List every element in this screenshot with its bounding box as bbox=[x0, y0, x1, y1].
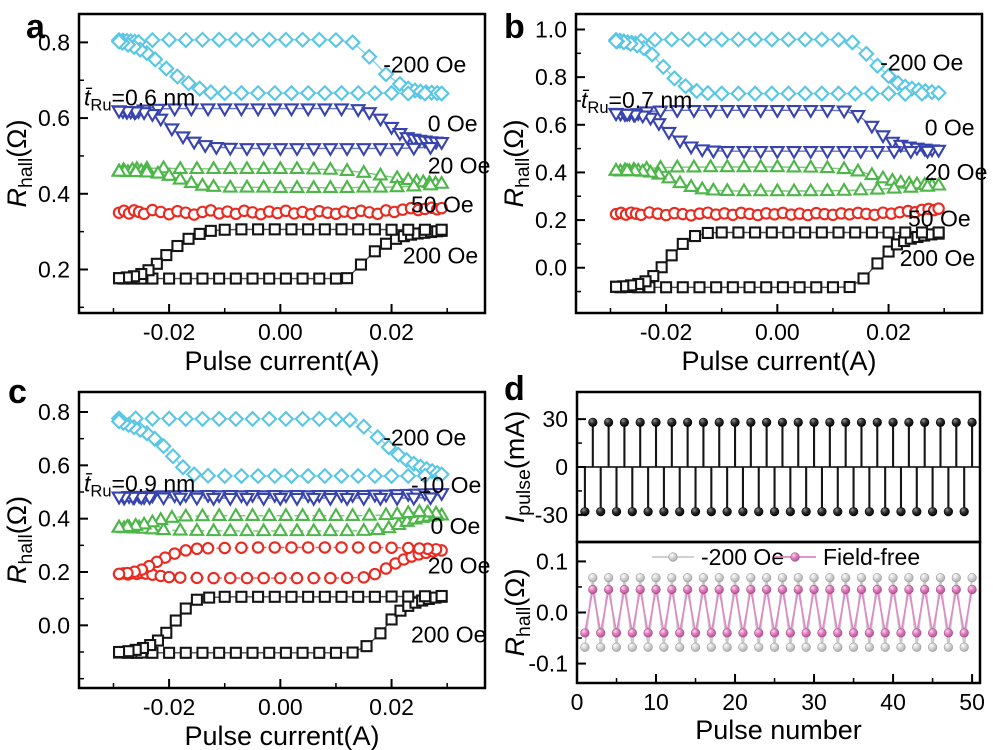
series-label: 0 Oe bbox=[925, 115, 975, 141]
panel-d-top: -30 0 30 Ipulse(mA) bbox=[500, 390, 982, 544]
legend: -200 Oe Field-free bbox=[652, 544, 920, 570]
svg-text:0: 0 bbox=[555, 454, 568, 480]
series-label: 0 Oe bbox=[430, 513, 480, 539]
series--10-oe bbox=[110, 488, 450, 507]
series--200-oe bbox=[607, 31, 947, 103]
svg-text:0.0: 0.0 bbox=[535, 255, 567, 281]
svg-text:30: 30 bbox=[542, 406, 568, 432]
svg-text:t̄Ru=0.7 nm: t̄Ru=0.7 nm bbox=[581, 87, 692, 117]
series--200-oe bbox=[110, 31, 450, 102]
panel-c-label: c bbox=[8, 373, 27, 411]
series-label: 50 Oe bbox=[908, 205, 971, 231]
svg-text:Rhall(Ω): Rhall(Ω) bbox=[2, 496, 37, 584]
svg-text:Rhall(Ω): Rhall(Ω) bbox=[2, 120, 37, 208]
series-field-free bbox=[580, 584, 977, 638]
svg-text:-0.02: -0.02 bbox=[143, 319, 195, 345]
svg-text:0.1: 0.1 bbox=[536, 548, 568, 574]
series-label: -200 Oe bbox=[880, 49, 963, 75]
series-20-oe bbox=[112, 541, 448, 585]
x-axis-label: Pulse number bbox=[695, 715, 862, 745]
svg-text:0.4: 0.4 bbox=[38, 181, 70, 207]
panel-d-label: d bbox=[504, 370, 525, 408]
legend-label: Field-free bbox=[823, 544, 920, 570]
series-label: 0 Oe bbox=[428, 110, 478, 136]
svg-text:Rhall(Ω): Rhall(Ω) bbox=[499, 120, 534, 208]
svg-text:-0.02: -0.02 bbox=[143, 694, 195, 720]
series-50-oe bbox=[609, 202, 945, 222]
series-label: 50 Oe bbox=[411, 191, 474, 217]
panel-a: -200 Oe 0 Oe 20 Oe 50 Oe 200 Oe -0.02 0.00 0.02… bbox=[2, 12, 491, 376]
svg-text:0.4: 0.4 bbox=[38, 506, 70, 532]
svg-text:0.00: 0.00 bbox=[258, 319, 303, 345]
series-label: 20 Oe bbox=[428, 552, 491, 578]
series--200-oe bbox=[110, 410, 450, 485]
series-20-oe bbox=[110, 159, 450, 193]
series-label: 200 Oe bbox=[403, 242, 478, 268]
panel-b-label: b bbox=[504, 8, 525, 46]
panel-d-bottom: 0 10 20 30 40 50 -0.1 0.0 0.1 Pulse number Rhall(Ω… bbox=[500, 540, 985, 745]
x-axis-label: Pulse current(A) bbox=[184, 346, 379, 376]
svg-text:-0.02: -0.02 bbox=[640, 319, 692, 345]
series-label: 20 Oe bbox=[925, 159, 988, 185]
svg-text:Rhall(Ω): Rhall(Ω) bbox=[500, 569, 535, 657]
series-200-oe bbox=[112, 589, 448, 659]
panel-a-label: a bbox=[26, 8, 46, 46]
series-0-oe bbox=[607, 105, 947, 160]
svg-text:20: 20 bbox=[722, 689, 748, 715]
svg-text:0.4: 0.4 bbox=[535, 159, 567, 185]
series-0-oe bbox=[110, 103, 450, 157]
series-label: 200 Oe bbox=[900, 245, 975, 271]
svg-text:0.02: 0.02 bbox=[369, 694, 414, 720]
svg-text:0.8: 0.8 bbox=[535, 64, 567, 90]
svg-text:0.6: 0.6 bbox=[535, 112, 567, 138]
svg-text:0.02: 0.02 bbox=[369, 319, 414, 345]
svg-text:0.0: 0.0 bbox=[38, 612, 70, 638]
panel-c: -200 Oe -10 Oe 0 Oe 20 Oe 200 Oe -0.02 0.00 0.0… bbox=[2, 390, 491, 750]
svg-text:0.2: 0.2 bbox=[38, 256, 70, 282]
legend-label: -200 Oe bbox=[701, 544, 784, 570]
series-20-oe bbox=[607, 158, 947, 197]
svg-text:0.6: 0.6 bbox=[38, 452, 70, 478]
x-axis-label: Pulse current(A) bbox=[184, 721, 379, 750]
svg-text:10: 10 bbox=[643, 689, 669, 715]
x-axis-label: Pulse current(A) bbox=[681, 346, 876, 376]
series-label: 200 Oe bbox=[411, 622, 486, 648]
svg-text:0.00: 0.00 bbox=[755, 319, 800, 345]
svg-text:-0.1: -0.1 bbox=[528, 651, 568, 677]
svg-text:30: 30 bbox=[801, 689, 827, 715]
svg-text:t̄Ru=0.9 nm: t̄Ru=0.9 nm bbox=[84, 470, 195, 500]
series-label: -200 Oe bbox=[383, 51, 466, 77]
svg-text:0.2: 0.2 bbox=[535, 207, 567, 233]
series-label: 20 Oe bbox=[428, 152, 491, 178]
panel-b: -200 Oe 0 Oe 20 Oe 50 Oe 200 Oe -0.02 0.00 0.02… bbox=[499, 12, 988, 376]
svg-text:0.2: 0.2 bbox=[38, 559, 70, 585]
series-label: -200 Oe bbox=[383, 424, 466, 450]
series-0-oe bbox=[110, 503, 450, 537]
series-200-oe bbox=[609, 226, 945, 294]
svg-text:0.8: 0.8 bbox=[38, 399, 70, 425]
svg-text:0.0: 0.0 bbox=[536, 600, 568, 626]
svg-text:0.02: 0.02 bbox=[866, 319, 911, 345]
series-label: -10 Oe bbox=[411, 472, 481, 498]
svg-text:40: 40 bbox=[880, 689, 906, 715]
svg-text:50: 50 bbox=[959, 689, 985, 715]
svg-text:0.8: 0.8 bbox=[38, 29, 70, 55]
svg-text:t̄Ru=0.6 nm: t̄Ru=0.6 nm bbox=[84, 85, 195, 115]
svg-text:0: 0 bbox=[571, 689, 584, 715]
svg-text:-30: -30 bbox=[535, 502, 568, 528]
series-50-oe bbox=[112, 201, 448, 221]
svg-text:Ipulse(mA): Ipulse(mA) bbox=[500, 411, 535, 523]
svg-text:1.0: 1.0 bbox=[535, 16, 567, 42]
series-200-oe bbox=[112, 223, 448, 285]
svg-text:0.6: 0.6 bbox=[38, 105, 70, 131]
svg-text:0.00: 0.00 bbox=[258, 694, 303, 720]
